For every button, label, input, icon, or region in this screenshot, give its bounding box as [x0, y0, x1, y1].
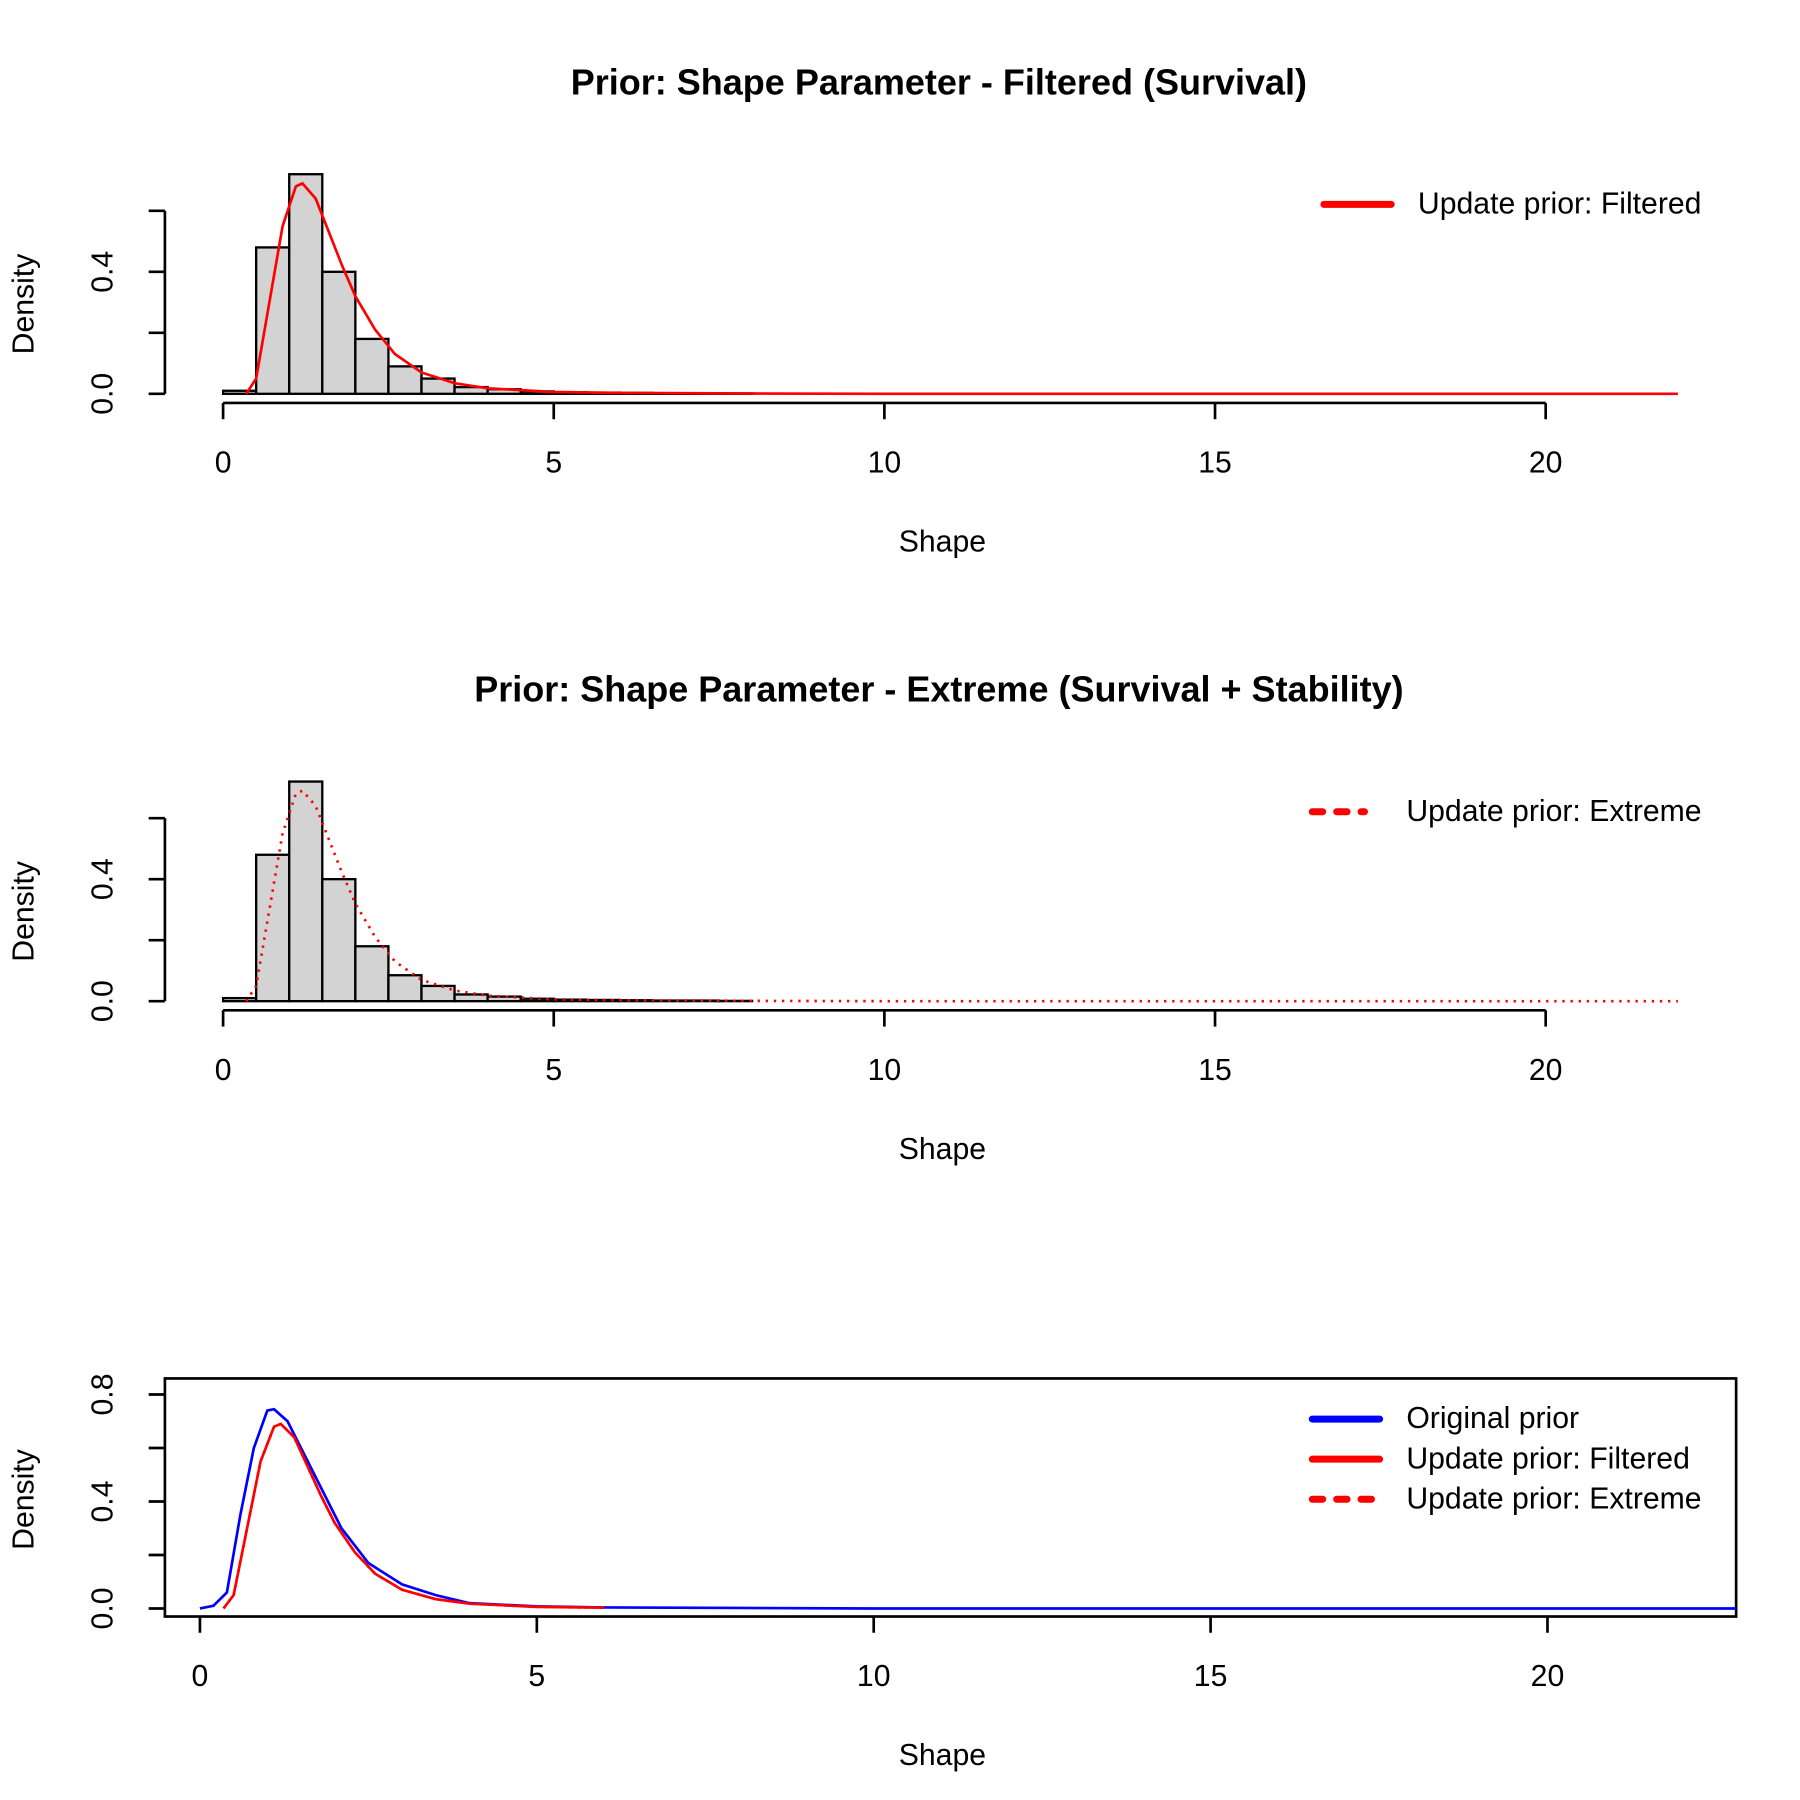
y-tick-label: 0.0 [86, 373, 119, 415]
panel: Prior: Shape Parameter - Extreme (Surviv… [8, 669, 1702, 1166]
histogram-bar [387, 974, 423, 1003]
histogram-bar [254, 246, 291, 395]
histogram-bar [552, 998, 588, 1003]
x-tick-label: 10 [868, 446, 902, 479]
histogram-bar [288, 173, 324, 395]
x-tick-label: 5 [545, 446, 562, 479]
legend-label: Update prior: Extreme [1406, 1482, 1701, 1515]
histogram-bar [387, 365, 423, 395]
y-tick-label: 0.4 [86, 251, 119, 293]
y-tick-label: 0.0 [86, 980, 119, 1022]
x-axis-title: Shape [899, 525, 986, 558]
histogram-bar [420, 984, 456, 1003]
density-line [222, 1422, 605, 1610]
legend-label: Original prior [1406, 1402, 1579, 1435]
histogram-bar [519, 997, 555, 1003]
panel: Prior: Shape Parameter - Filtered (Survi… [8, 61, 1702, 558]
x-tick-label: 15 [1194, 1660, 1228, 1693]
chart-title: Prior: Shape Parameter - Filtered (Survi… [571, 61, 1307, 102]
x-tick-label: 20 [1529, 1054, 1563, 1087]
density-line [222, 1422, 605, 1610]
density-line [245, 181, 1678, 396]
y-axis-title: Density [8, 860, 41, 962]
histogram-bar [288, 780, 324, 1003]
legend-label: Update prior: Filtered [1418, 188, 1702, 221]
x-tick-label: 0 [192, 1660, 209, 1693]
x-tick-label: 15 [1198, 1054, 1232, 1087]
histogram-bar [354, 337, 390, 395]
density-line [199, 1407, 1737, 1610]
x-tick-label: 0 [215, 1054, 232, 1087]
x-tick-label: 5 [545, 1054, 562, 1087]
histogram-bar [354, 945, 390, 1003]
x-tick-label: 20 [1531, 1660, 1565, 1693]
y-tick-label: 0.4 [86, 858, 119, 900]
histogram-bar [254, 853, 291, 1003]
histogram-bar [321, 270, 357, 395]
legend-label: Update prior: Filtered [1406, 1442, 1690, 1475]
x-tick-label: 15 [1198, 446, 1232, 479]
x-axis-title: Shape [899, 1133, 986, 1166]
y-tick-label: 0.0 [86, 1588, 119, 1630]
x-tick-label: 5 [528, 1660, 545, 1693]
panel: 0 5 10 15 20 0.0 0.4 0.8 Shape Density Original pr… [8, 1374, 1738, 1772]
x-tick-label: 0 [215, 446, 232, 479]
histogram-bar [221, 996, 258, 1003]
x-tick-label: 10 [857, 1660, 891, 1693]
legend-label: Update prior: Extreme [1406, 795, 1701, 828]
plot-frame [163, 1377, 1738, 1618]
chart-title: Prior: Shape Parameter - Extreme (Surviv… [474, 669, 1403, 710]
y-axis-title: Density [8, 1448, 41, 1550]
histogram-bar [221, 389, 258, 395]
histogram-bar [321, 878, 357, 1003]
x-tick-label: 10 [868, 1054, 902, 1087]
x-tick-label: 20 [1529, 446, 1563, 479]
x-axis-title: Shape [899, 1739, 986, 1772]
y-axis-title: Density [8, 253, 41, 355]
y-tick-label: 0.4 [86, 1481, 119, 1523]
y-tick-label: 0.8 [86, 1374, 119, 1416]
